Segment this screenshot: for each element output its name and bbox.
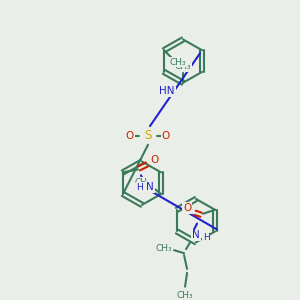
Text: O: O [183, 203, 191, 213]
Text: HN: HN [159, 86, 175, 96]
Text: CH₃: CH₃ [169, 58, 186, 67]
Text: O: O [126, 131, 134, 141]
Text: CH₃: CH₃ [135, 178, 152, 187]
Text: N: N [146, 182, 154, 192]
Text: CH₃: CH₃ [156, 244, 172, 253]
Text: O: O [162, 131, 170, 141]
Text: S: S [144, 129, 152, 142]
Text: H: H [136, 183, 143, 192]
Text: H: H [203, 233, 209, 242]
Text: CH₃: CH₃ [177, 291, 194, 300]
Text: O: O [151, 154, 159, 165]
Text: N: N [192, 230, 200, 240]
Text: CH₃: CH₃ [175, 62, 191, 71]
